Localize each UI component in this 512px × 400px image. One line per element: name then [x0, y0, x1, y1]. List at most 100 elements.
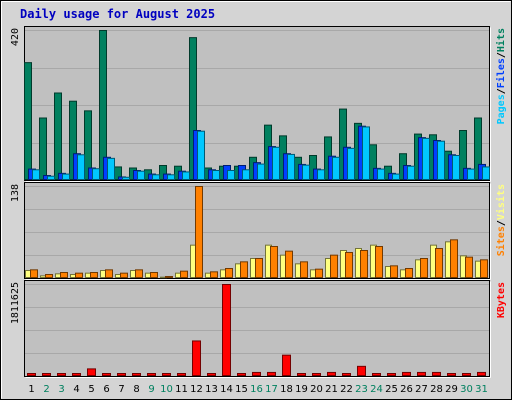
bar-sites-day-31 — [480, 259, 488, 279]
day-label-10: 10 — [160, 384, 173, 395]
bar-sites-day-18 — [285, 250, 293, 279]
day-label-12: 12 — [190, 384, 203, 395]
bar-pages-day-30 — [467, 168, 475, 180]
bar-kbytes-day-7 — [117, 373, 126, 376]
day-label-19: 19 — [295, 384, 308, 395]
bar-sites-day-9 — [150, 272, 158, 278]
day-label-13: 13 — [205, 384, 218, 395]
bar-pages-day-18 — [287, 153, 295, 181]
bar-sites-day-3 — [60, 272, 68, 278]
bar-kbytes-day-9 — [147, 373, 156, 376]
bar-kbytes-day-25 — [387, 373, 396, 376]
bar-sites-day-10 — [165, 276, 173, 278]
bar-pages-day-5 — [92, 168, 100, 180]
bar-pages-day-25 — [392, 173, 400, 180]
day-label-24: 24 — [370, 384, 383, 395]
bar-sites-day-13 — [210, 271, 218, 279]
bar-sites-day-16 — [255, 258, 263, 278]
chart-title: Daily usage for August 2025 — [20, 7, 215, 21]
bar-pages-day-4 — [77, 154, 85, 181]
day-label-8: 8 — [133, 384, 139, 395]
bar-pages-day-12 — [197, 130, 205, 180]
day-label-11: 11 — [175, 384, 188, 395]
bar-pages-day-24 — [377, 168, 385, 180]
bar-sites-day-28 — [435, 248, 443, 278]
bar-kbytes-day-5 — [87, 368, 96, 377]
bar-hits-day-1 — [24, 62, 32, 180]
bar-sites-day-8 — [135, 269, 143, 279]
bar-pages-day-22 — [347, 147, 355, 181]
bar-kbytes-day-19 — [297, 373, 306, 376]
legend-label-visits: Visits — [495, 184, 507, 220]
day-label-29: 29 — [445, 384, 458, 395]
day-label-16: 16 — [250, 384, 263, 395]
day-label-20: 20 — [310, 384, 323, 395]
panel-3-ymax-label: 1811625 — [10, 282, 21, 324]
day-label-30: 30 — [460, 384, 473, 395]
bar-kbytes-day-1 — [27, 373, 36, 376]
day-label-4: 4 — [73, 384, 79, 395]
bar-sites-day-12 — [195, 186, 203, 278]
day-label-28: 28 — [430, 384, 443, 395]
panel-2-ymax-label: 138 — [10, 184, 21, 202]
bar-sites-day-23 — [360, 250, 368, 278]
bar-sites-day-14 — [225, 268, 233, 278]
day-label-15: 15 — [235, 384, 248, 395]
day-label-14: 14 — [220, 384, 233, 395]
legend-label-sites: Sites — [495, 226, 507, 256]
bar-pages-day-16 — [257, 163, 265, 180]
bar-pages-day-15 — [242, 169, 250, 181]
bar-kbytes-day-15 — [237, 373, 246, 376]
bar-kbytes-day-29 — [447, 373, 456, 376]
day-label-27: 27 — [415, 384, 428, 395]
panel-3-plot-area — [24, 280, 490, 377]
bar-kbytes-day-31 — [477, 371, 486, 376]
bar-hits-day-3 — [54, 92, 62, 180]
bar-sites-day-4 — [75, 272, 83, 278]
bar-sites-day-19 — [300, 261, 308, 279]
bar-pages-day-27 — [422, 137, 430, 181]
bar-pages-day-8 — [137, 170, 145, 180]
bar-kbytes-day-18 — [282, 354, 291, 376]
bar-kbytes-day-8 — [132, 373, 141, 376]
bar-sites-day-29 — [450, 239, 458, 278]
bar-pages-day-29 — [452, 155, 460, 180]
legend-label-pages: Pages — [496, 94, 507, 124]
panel-3-legend: KBytes — [496, 282, 507, 318]
bar-pages-day-28 — [437, 140, 445, 180]
bar-kbytes-day-21 — [327, 371, 336, 376]
bar-sites-day-20 — [315, 268, 323, 278]
bar-pages-day-10 — [167, 174, 175, 181]
bar-sites-day-6 — [105, 269, 113, 279]
day-label-9: 9 — [148, 384, 154, 395]
day-label-17: 17 — [265, 384, 278, 395]
bar-sites-day-30 — [465, 256, 473, 278]
legend-separator: / — [496, 52, 507, 58]
day-label-26: 26 — [400, 384, 413, 395]
bar-kbytes-day-10 — [162, 373, 171, 376]
bar-kbytes-day-13 — [207, 373, 216, 376]
bar-sites-day-22 — [345, 252, 353, 278]
bar-pages-day-7 — [122, 176, 130, 181]
bar-hits-day-2 — [39, 117, 47, 180]
bar-sites-day-25 — [390, 265, 398, 279]
bar-kbytes-day-23 — [357, 365, 366, 377]
legend-label-hits: Hits — [495, 28, 507, 52]
day-label-23: 23 — [355, 384, 368, 395]
legend-label-kbytes: KBytes — [496, 282, 507, 318]
bar-pages-day-17 — [272, 146, 280, 181]
day-label-22: 22 — [340, 384, 353, 395]
day-label-21: 21 — [325, 384, 338, 395]
bar-pages-day-11 — [182, 171, 190, 181]
bar-kbytes-day-11 — [177, 373, 186, 376]
bar-pages-day-21 — [332, 156, 340, 181]
day-label-3: 3 — [58, 384, 64, 395]
day-label-7: 7 — [118, 384, 124, 395]
bar-pages-day-3 — [62, 173, 70, 180]
bar-sites-day-21 — [330, 254, 338, 279]
bar-kbytes-day-27 — [417, 371, 426, 376]
bar-kbytes-day-4 — [72, 373, 81, 376]
bar-sites-day-5 — [90, 272, 98, 278]
bar-pages-day-6 — [107, 157, 115, 181]
